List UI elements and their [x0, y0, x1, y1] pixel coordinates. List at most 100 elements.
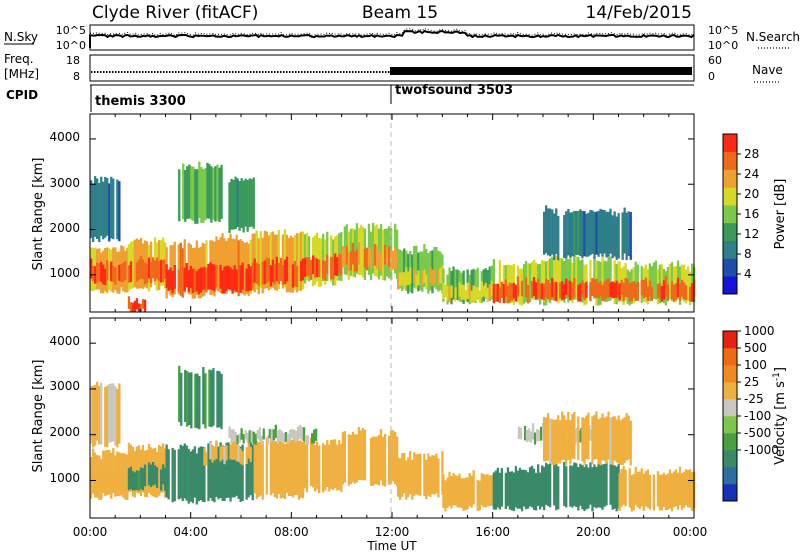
scatter-cell	[611, 464, 614, 510]
scatter-cell	[212, 167, 215, 220]
scatter-cell	[228, 426, 231, 438]
scatter-cell	[381, 436, 385, 486]
scatter-cell	[555, 419, 558, 465]
scatter-cell	[687, 266, 690, 301]
scatter-cell	[555, 208, 558, 255]
scatter-cell	[270, 428, 273, 442]
scatter-cell	[545, 205, 548, 254]
scatter-cell	[577, 416, 580, 461]
scatter-cell	[245, 241, 248, 295]
colorbar-swatch	[723, 134, 737, 153]
scatter-cell	[684, 285, 688, 300]
scatter-cell	[118, 264, 121, 281]
scatter-cell	[464, 477, 467, 510]
scatter-cell	[244, 430, 247, 440]
scatter-cell	[549, 208, 552, 257]
scatter-cell	[405, 460, 408, 500]
scatter-cell	[110, 261, 113, 282]
colorbar-tick-label: -100	[744, 409, 771, 423]
colorbar-tick-label: 12	[744, 227, 759, 241]
scatter-cell	[662, 280, 666, 300]
scatter-cell	[575, 256, 578, 300]
nave-tick-bottom: 0	[708, 70, 715, 83]
scatter-cell	[330, 257, 333, 280]
scatter-cell	[357, 242, 361, 265]
scatter-cell	[551, 278, 554, 298]
scatter-cell	[522, 469, 526, 507]
scatter-cell	[454, 287, 457, 302]
scatter-cell	[534, 472, 538, 511]
scatter-cell	[619, 420, 622, 465]
nsky-tick-bottom: 10^0	[56, 39, 86, 52]
scatter-cell	[127, 468, 131, 491]
colorbar-swatch	[723, 187, 737, 206]
scatter-cell	[322, 443, 325, 493]
scatter-cell	[466, 282, 469, 299]
scatter-cell	[276, 430, 279, 445]
power-colorbar: 4 8 12 16 20 24 28	[722, 133, 759, 295]
scatter-cell	[124, 475, 127, 490]
scatter-cell	[383, 245, 387, 265]
scatter-cell	[506, 264, 510, 301]
scatter-cell	[235, 442, 238, 496]
scatter-cell	[271, 434, 274, 494]
scatter-cell	[494, 283, 497, 302]
scatter-cell	[543, 260, 546, 302]
scatter-cell	[615, 466, 618, 512]
scatter-cell	[472, 285, 475, 302]
scatter-cell	[261, 441, 264, 500]
scatter-cell	[532, 277, 536, 297]
scatter-cell	[295, 439, 299, 495]
power-ytick-label: 2000	[49, 221, 80, 235]
scatter-cell	[92, 183, 95, 242]
colorbar-tick-label: -500	[744, 426, 771, 440]
scatter-cell	[167, 449, 170, 500]
scatter-cell	[203, 266, 206, 290]
scatter-cell	[233, 265, 236, 291]
scatter-cell	[579, 283, 582, 302]
scatter-cell	[482, 285, 485, 297]
colorbar-tick-label: 500	[744, 341, 767, 355]
scatter-cell	[92, 385, 95, 448]
scatter-cell	[283, 259, 287, 285]
scatter-cell	[678, 283, 682, 301]
scatter-cell	[340, 444, 343, 493]
scatter-cell	[397, 270, 400, 289]
scatter-cell	[242, 180, 245, 233]
scatter-cell	[255, 262, 258, 284]
scatter-cell	[561, 411, 564, 460]
colorbar-tick-label: 1000	[744, 324, 775, 338]
scatter-cell	[131, 241, 135, 289]
scatter-cell	[629, 420, 632, 466]
scatter-cell	[355, 223, 359, 274]
scatter-cell	[195, 271, 198, 292]
scatter-cell	[213, 450, 216, 503]
scatter-cell	[237, 445, 240, 462]
scatter-cell	[403, 452, 406, 494]
scatter-cell	[284, 432, 288, 442]
scatter-cell	[246, 432, 249, 443]
scatter-cell	[263, 260, 266, 285]
colorbar-swatch	[723, 382, 737, 400]
scatter-cell	[569, 465, 572, 507]
scatter-cell	[246, 180, 249, 232]
scatter-cell	[225, 445, 228, 461]
scatter-cell	[147, 257, 151, 279]
colorbar-swatch	[723, 222, 737, 241]
scatter-cell	[630, 475, 633, 512]
scatter-cell	[573, 277, 576, 298]
scatter-cell	[351, 431, 354, 483]
scatter-cell	[460, 284, 463, 300]
scatter-cell	[116, 179, 119, 240]
scatter-cell	[261, 261, 264, 285]
scatter-cell	[178, 169, 181, 222]
scatter-cell	[169, 267, 172, 290]
scatter-cell	[184, 369, 187, 423]
scatter-cell	[514, 284, 518, 302]
scatter-cell	[187, 448, 190, 504]
scatter-cell	[245, 268, 248, 292]
scatter-cell	[417, 453, 420, 496]
scatter-cell	[94, 475, 97, 492]
scatter-cell	[336, 257, 339, 276]
scatter-cell	[435, 453, 438, 494]
